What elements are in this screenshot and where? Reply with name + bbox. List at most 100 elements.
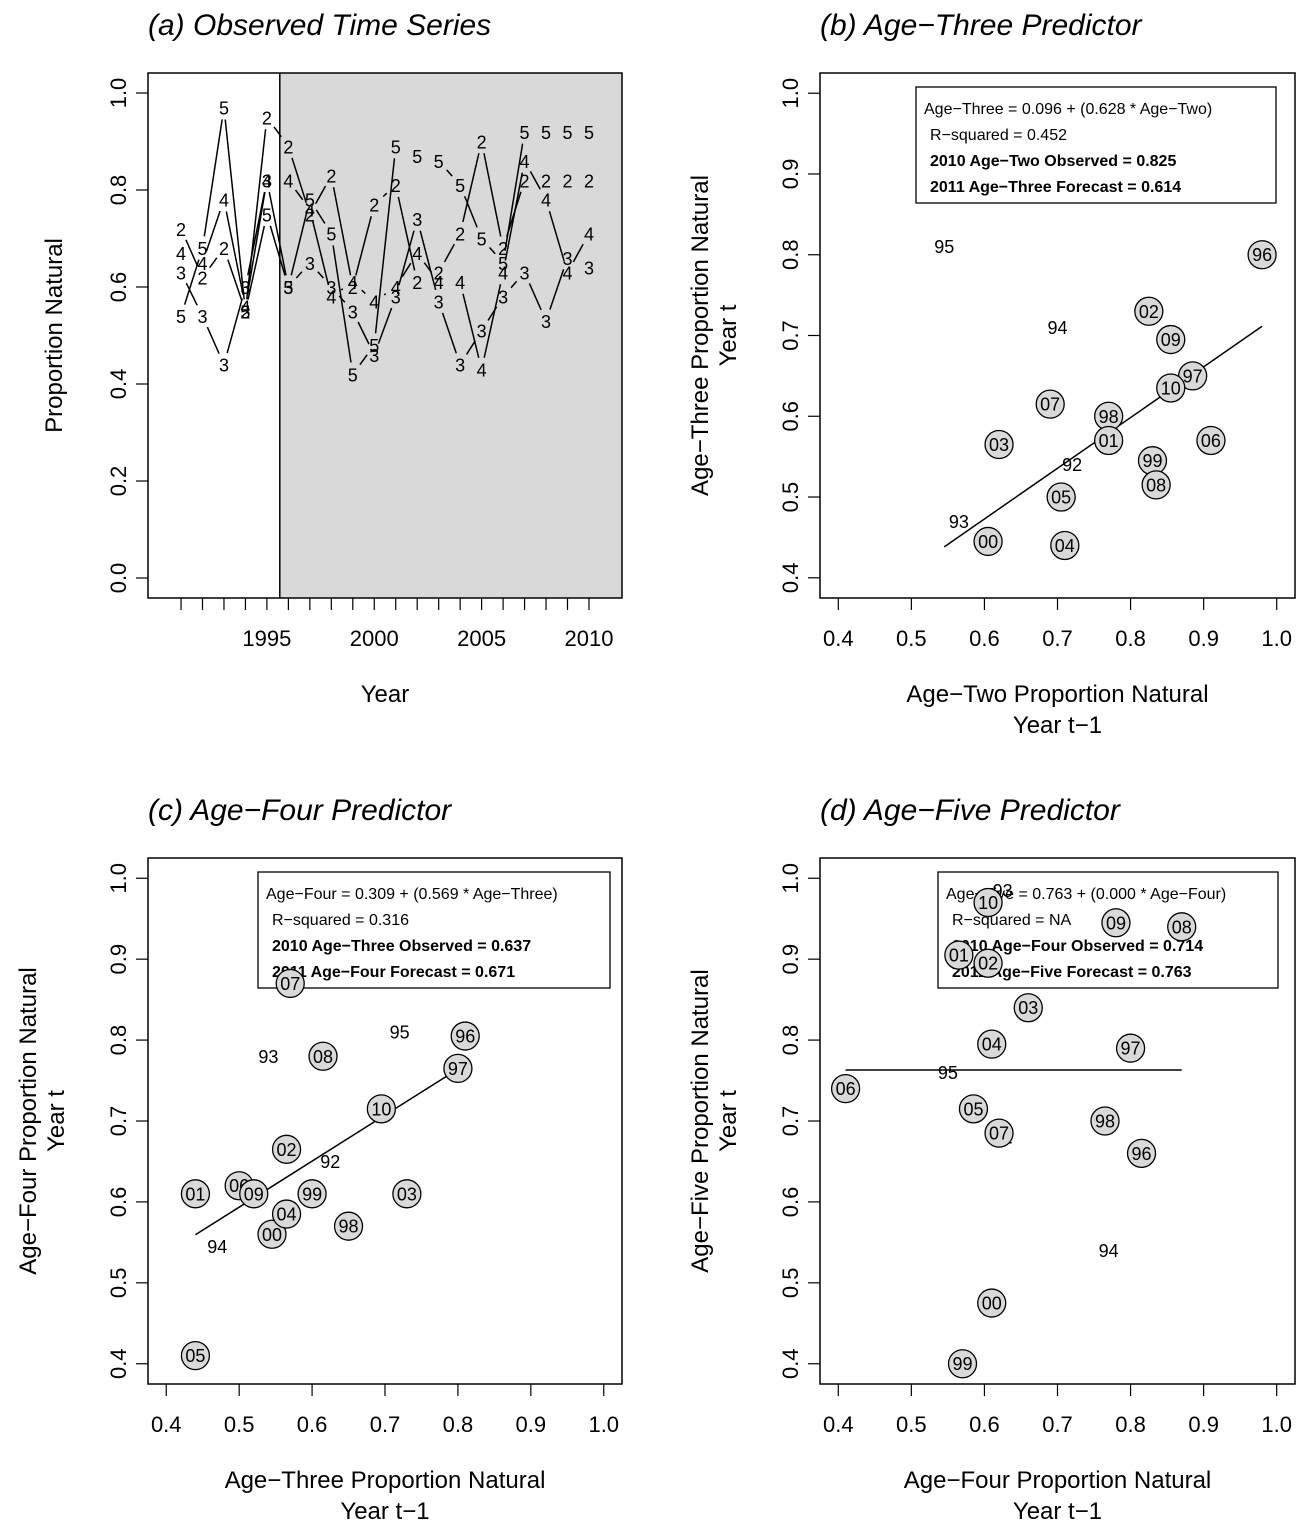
x-axis-label: Age−Three Proportion Natural [225,1467,546,1494]
y-tick-label: 0.6 [778,401,803,432]
series-segment [463,196,478,228]
series-point-label: 5 [369,336,379,356]
point-label: 92 [1062,455,1082,475]
series-point-label: 5 [562,123,572,143]
series-point-label: 2 [455,225,465,245]
point-label: 09 [244,1184,264,1204]
point-marker [1115,1033,1146,1063]
annotation-line: Age−Five = 0.763 + (0.000 * Age−Four) [946,886,1226,903]
series-point-label: 3 [455,356,465,376]
series-segment [183,259,200,305]
point-marker [1046,482,1076,512]
point-label: 06 [1201,431,1221,451]
series-point-label: 5 [434,152,444,172]
point-label: 10 [1161,378,1181,398]
point-label: 99 [1142,451,1162,471]
series-point-label: 3 [262,171,272,191]
series-point-label: 5 [477,230,487,250]
series-point-label: 5 [176,307,186,327]
series-point-label: 4 [562,263,572,283]
point-label: 94 [1047,318,1067,338]
series-point-label: 3 [283,278,293,298]
point-label: 97 [448,1059,468,1079]
series-segment [206,326,220,354]
series-point-label: 5 [455,176,465,196]
series-point-label: 3 [369,346,379,366]
point-marker [1134,296,1164,326]
series-point-label: 2 [326,166,336,186]
series-segment [548,210,565,262]
y-tick-label: 0.6 [778,1187,803,1218]
series-point-label: 2 [262,108,272,128]
point-marker [984,1118,1014,1148]
series-segment [246,192,266,295]
x-axis-label: Age−Four Proportion Natural [904,1467,1212,1494]
point-label: 00 [978,532,998,552]
series-point-label: 2 [498,239,508,259]
x-tick-label: 0.7 [370,1412,401,1437]
series-point-label: 3 [348,302,358,322]
y-tick-label: 0.9 [778,159,803,190]
x-tick-label: 0.6 [969,1412,1000,1437]
point-label: 92 [320,1152,340,1172]
series-point-label: 4 [262,171,272,191]
point-marker [239,1179,269,1209]
point-label: 95 [934,237,954,257]
series-segment [549,269,565,310]
point-label: 94 [207,1237,227,1257]
y-tick-label: 0.8 [778,1025,803,1056]
series-segment [355,215,372,276]
point-label: 01 [1099,431,1119,451]
x-tick-label: 0.4 [823,626,854,651]
series-point-label: 2 [520,171,530,191]
point-marker [333,1211,364,1241]
series-segment [315,185,327,205]
x-tick-label: 0.9 [1188,626,1219,651]
series-segment [443,243,455,263]
point-label: 98 [1095,1112,1115,1132]
x-tick-label: 0.9 [1188,1412,1219,1437]
point-marker [977,1288,1007,1318]
point-label: 95 [390,1022,410,1042]
series-segment [357,321,370,345]
point-label: 10 [371,1099,391,1119]
series-point-label: 4 [369,293,379,313]
series-segment [247,225,266,300]
y-tick-label: 0.6 [106,1187,131,1218]
series-segment [290,211,308,276]
point-label: 95 [938,1063,958,1083]
series-point-label: 2 [176,220,186,240]
y-tick-label: 0.4 [778,562,803,593]
series-point-label: 4 [197,254,207,274]
annotation-line: 2011 Age−Three Forecast = 0.614 [930,179,1181,196]
series-segment [483,284,502,358]
series-point-label: 3 [197,307,207,327]
y-tick-label: 0.9 [106,944,131,975]
y-axis-label-2: Year t [715,1090,742,1152]
regression-line [195,1063,466,1236]
series-point-label: 5 [412,147,422,167]
annotation-line: 2011 Age−Four Forecast = 0.671 [272,964,515,981]
series-segment [185,282,198,306]
series-segment [294,189,304,201]
series-segment [246,129,267,300]
series-point-label: 4 [477,360,487,380]
point-label: 04 [1055,536,1075,556]
x-tick-label: 0.6 [297,1412,328,1437]
point-marker [1196,425,1226,456]
y-tick-label: 0.8 [106,175,131,206]
point-marker [1093,425,1124,456]
y-tick-label: 1.0 [778,78,803,109]
series-segment [374,158,396,334]
series-segment [268,191,287,276]
point-marker [973,526,1003,557]
point-marker [830,1073,861,1104]
series-segment [529,171,541,190]
annotation-line: 2010 Age−Three Observed = 0.637 [272,938,531,955]
point-label: 01 [949,946,969,966]
annotation-line: Age−Four = 0.309 + (0.569 * Age−Three) [266,886,558,903]
series-segment [317,271,324,279]
series-segment [273,126,282,138]
series-segment [462,293,480,358]
